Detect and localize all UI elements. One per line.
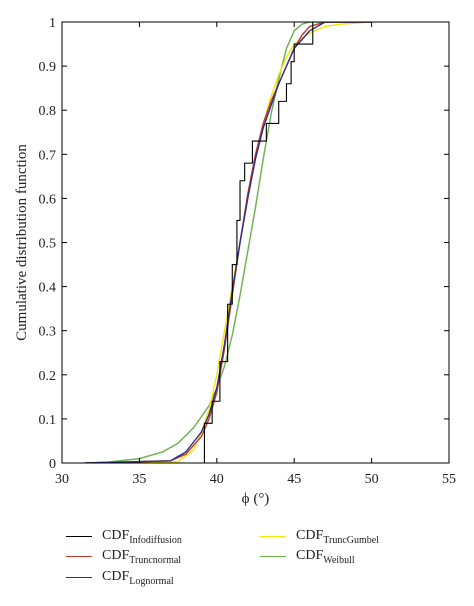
y-tick-label: 1 <box>49 16 56 31</box>
y-tick-label: 0.2 <box>39 369 57 384</box>
x-tick-label: 55 <box>442 472 456 487</box>
plot-frame <box>61 21 450 464</box>
series-line-truncgumbel <box>85 22 372 463</box>
x-tick-label: 50 <box>365 472 379 487</box>
series-line-truncnormal <box>85 22 372 463</box>
x-tick-label: 35 <box>132 472 146 487</box>
y-tick-label: 0 <box>49 457 56 472</box>
series-line-infodiffusion <box>85 22 372 463</box>
y-axis-label: Cumulative distribution function <box>14 144 30 341</box>
y-tick-label: 0.3 <box>39 325 57 340</box>
y-tick-label: 0.4 <box>39 281 57 296</box>
y-tick-label: 0.6 <box>39 192 57 207</box>
y-tick-label: 0.5 <box>39 237 57 252</box>
x-tick-label: 30 <box>55 472 69 487</box>
x-tick-label: 40 <box>210 472 224 487</box>
series-line-lognormal <box>85 22 372 463</box>
y-tick-label: 0.1 <box>39 413 57 428</box>
y-tick-label: 0.8 <box>39 104 57 119</box>
x-axis-label: ϕ (°) <box>242 491 270 507</box>
series-line-weibull <box>85 22 372 463</box>
x-tick-label: 45 <box>287 472 301 487</box>
y-tick-label: 0.9 <box>39 60 57 75</box>
y-tick-label: 0.7 <box>39 148 57 163</box>
